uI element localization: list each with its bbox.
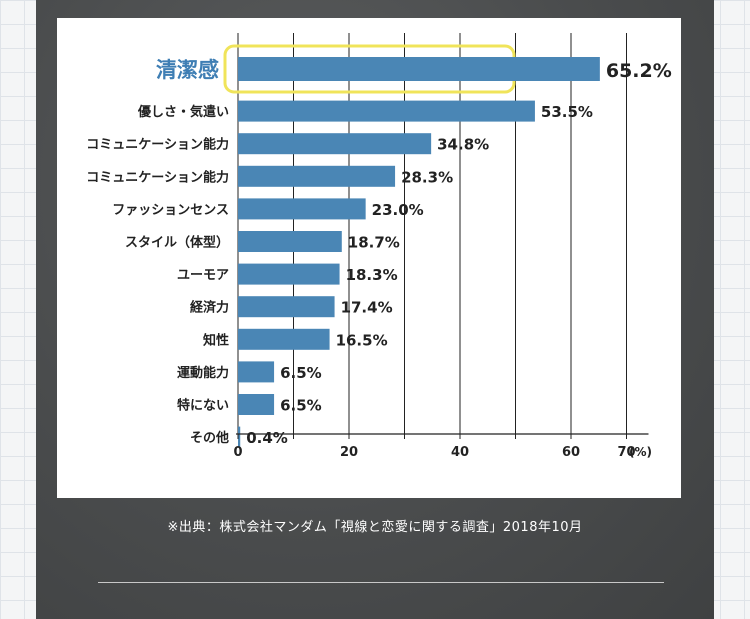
category-label: ユーモア [177,268,229,283]
category-label: コミュニケーション能力 [86,169,229,185]
category-label: 知性 [203,332,229,348]
x-tick-label: 60 [562,445,580,460]
data-label: 17.4% [341,299,393,317]
bar [238,198,366,220]
bar [238,361,275,383]
bar [238,328,330,350]
data-label: 23.0% [372,201,424,219]
bar [238,394,275,415]
category-label: 優しさ・気遣い [137,104,229,120]
category-label: スタイル（体型） [125,235,229,251]
bar [238,165,396,187]
category-label: 運動能力 [177,365,229,381]
chart-card: 65.2% 清潔感 53.5% 優しさ・気遣い 34.8% コミュニケーション能力 28.3… [57,18,681,498]
bar [238,263,340,285]
category-label: 特にない [177,398,229,414]
data-label: 0.4% [246,429,288,447]
data-label: 28.3% [401,168,453,186]
x-axis-unit: (%) [629,445,652,459]
x-tick-label: 70 [617,445,635,460]
x-tick-label: 40 [451,445,469,460]
bar-chart: 65.2% 清潔感 53.5% 優しさ・気遣い 34.8% コミュニケーション能力 28.3… [86,33,672,460]
data-label: 16.5% [336,331,388,349]
bar [238,296,335,318]
bar [238,133,432,155]
data-label: 53.5% [541,103,593,121]
source-note: ※出典：株式会社マンダム「視線と恋愛に関する調査」2018年10月 [167,520,583,535]
bar [238,57,600,81]
bar [238,426,241,448]
divider-line [98,582,664,583]
data-label: 6.5% [280,397,322,415]
category-label: 経済力 [190,300,229,316]
x-tick-label: 20 [340,445,358,460]
data-label: 6.5% [280,364,322,382]
data-label: 34.8% [437,136,489,154]
data-label: 18.7% [348,234,400,252]
x-tick-label: 0 [233,445,242,460]
category-label: その他 [190,430,229,446]
category-label: ファッションセンス [112,203,229,218]
category-label: コミュニケーション能力 [86,137,229,153]
bar [238,100,535,122]
data-label: 65.2% [606,60,672,82]
bar [238,231,342,252]
category-label: 清潔感 [156,58,219,82]
data-label: 18.3% [346,266,398,284]
